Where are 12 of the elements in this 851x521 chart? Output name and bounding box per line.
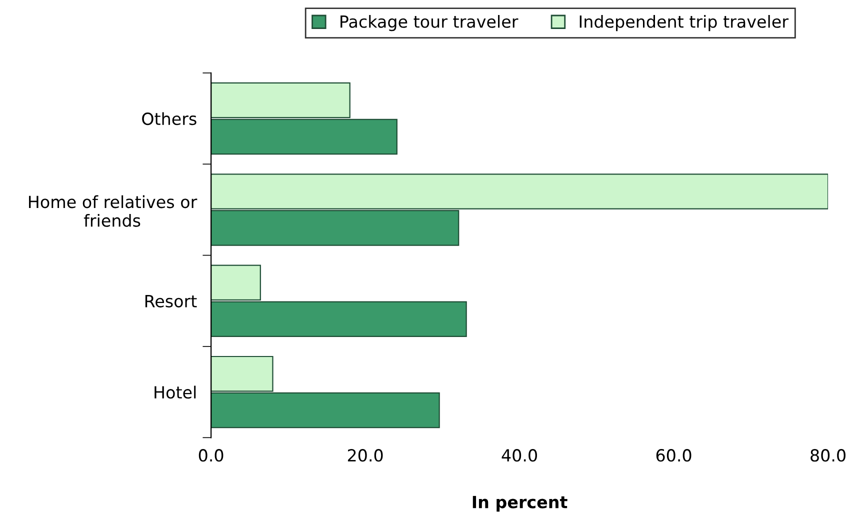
legend-label: Package tour traveler	[340, 15, 518, 32]
x-tick-label: 40.0	[502, 449, 537, 462]
y-tick-label: Resort	[145, 295, 197, 308]
y-tick-label: Hotel	[154, 386, 196, 399]
y-tick-label: Others	[142, 112, 196, 126]
x-tick-label: 0.0	[198, 449, 224, 462]
legend-label: Independent trip traveler	[580, 15, 788, 32]
x-tick-label: 20.0	[348, 449, 383, 462]
x-axis-title: In percent	[472, 496, 568, 512]
x-tick-label: 80.0	[810, 449, 846, 462]
y-tick-label: Home of relatives or friends	[29, 195, 198, 227]
x-tick-label: 60.0	[656, 449, 692, 462]
